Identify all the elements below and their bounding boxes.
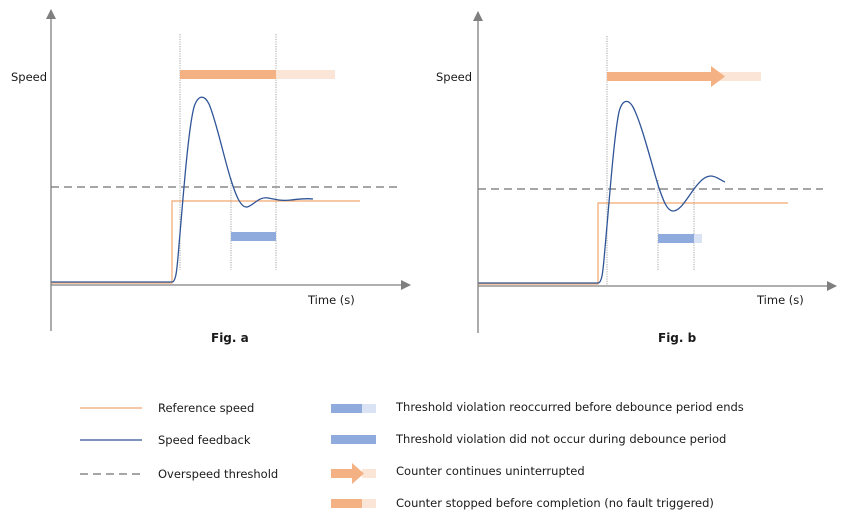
- legend-label: Overspeed threshold: [158, 467, 278, 481]
- legend-label: Threshold violation reoccurred before de…: [395, 400, 744, 414]
- blue-partial-swatch: [331, 404, 362, 413]
- debounce-bar: [231, 232, 276, 241]
- x-axis-label: Time (s): [756, 293, 804, 307]
- reference-speed-line: [478, 202, 788, 285]
- counter-bar-elapsed: [180, 70, 276, 79]
- counter-arrow: [607, 66, 725, 87]
- legend-item-violation-reoccurred: Threshold violation reoccurred before de…: [331, 400, 744, 414]
- orange-partial-swatch: [331, 499, 362, 508]
- counter-bar-remaining: [711, 72, 761, 81]
- figure-caption: Fig. b: [658, 331, 697, 345]
- legend: Reference speed Speed feedback Overspeed…: [80, 400, 744, 510]
- speed-feedback-curve: [478, 100, 726, 284]
- speed-feedback-curve: [51, 96, 314, 283]
- debounce-bar-elapsed: [658, 234, 694, 243]
- figure-a: Speed Time (s) Fig. a: [11, 9, 411, 345]
- legend-item-overspeed-threshold: Overspeed threshold: [80, 467, 278, 481]
- reference-speed-line: [51, 200, 360, 284]
- x-axis-label: Time (s): [307, 293, 355, 307]
- orange-arrow-swatch: [331, 463, 364, 484]
- figure-b: Speed Time (s) Fig. b: [436, 11, 837, 345]
- legend-item-reference-speed: Reference speed: [80, 401, 254, 415]
- counter-bar-remaining: [276, 70, 335, 79]
- legend-item-counter-stopped: Counter stopped before completion (no fa…: [331, 496, 714, 510]
- blue-full-swatch: [331, 435, 376, 444]
- figure-caption: Fig. a: [211, 331, 249, 345]
- legend-label: Threshold violation did not occur during…: [395, 432, 726, 446]
- debounce-bar-remaining: [694, 234, 702, 243]
- legend-label: Reference speed: [158, 401, 254, 415]
- orange-arrow-swatch-light: [362, 469, 376, 478]
- legend-item-counter-continues: Counter continues uninterrupted: [331, 463, 585, 484]
- y-axis-label: Speed: [11, 70, 47, 84]
- legend-label: Speed feedback: [158, 433, 251, 447]
- legend-item-speed-feedback: Speed feedback: [80, 433, 251, 447]
- y-axis-label: Speed: [436, 70, 472, 84]
- legend-label: Counter stopped before completion (no fa…: [396, 496, 714, 510]
- legend-item-violation-not-occurred: Threshold violation did not occur during…: [331, 432, 726, 446]
- legend-label: Counter continues uninterrupted: [396, 464, 585, 478]
